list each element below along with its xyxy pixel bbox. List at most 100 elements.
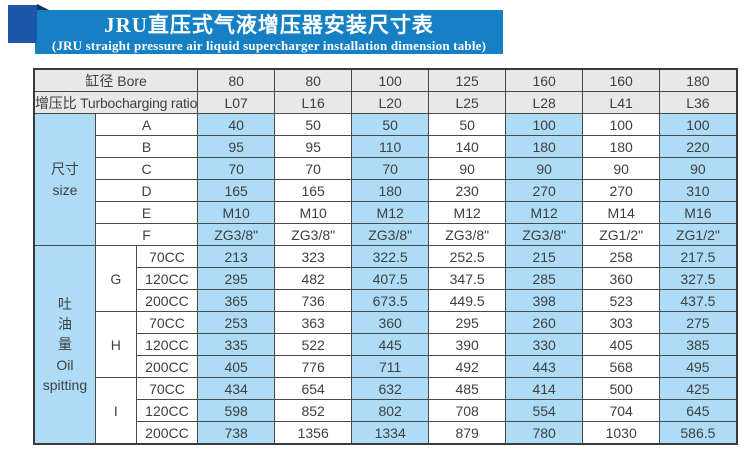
table-cell: 405 <box>582 333 661 356</box>
table-cell: 270 <box>505 179 584 202</box>
table-cell: 100 <box>505 113 584 136</box>
table-cell: 40 <box>197 113 276 136</box>
table-cell: 275 <box>659 311 738 334</box>
table-cell: 330 <box>505 333 584 356</box>
size-row-A: 尺寸 size A 40 50 50 50 100 100 100 <box>33 113 738 246</box>
table-cell: 220 <box>659 135 738 158</box>
page-subtitle: (JRU straight pressure air liquid superc… <box>51 38 487 53</box>
header-label: 缸径 Bore <box>33 68 199 92</box>
oil-group-zh-char: 量 <box>57 336 72 353</box>
table-cell: 654 <box>274 377 353 400</box>
table-cell: 95 <box>274 135 353 158</box>
row-label-C: C <box>94 157 199 180</box>
header-value: L20 <box>351 91 430 114</box>
size-row-D: D 165 165 180 230 270 270 310 <box>34 179 738 202</box>
table-cell: 310 <box>659 179 738 202</box>
table-cell: 285 <box>505 267 584 290</box>
table-cell: 180 <box>351 179 430 202</box>
header-value: L25 <box>428 91 507 114</box>
table-cell: 90 <box>505 157 584 180</box>
oil-group-zh-char: 油 <box>57 316 72 333</box>
header-value: L36 <box>659 91 738 114</box>
row-label-G: G <box>94 245 137 312</box>
oil-row-I-70CC: I 70CC 434 654 632 485 414 500 425 <box>34 377 738 445</box>
table-cell: 70 <box>274 157 353 180</box>
oil-row-I-200CC: 200CC 738 1356 1334 879 780 1030 586.5 <box>34 421 738 445</box>
cc-label: 70CC <box>135 377 199 400</box>
table-cell: M12 <box>505 201 584 224</box>
table-cell: 1030 <box>582 421 661 445</box>
size-row-E: E M10 M10 M12 M12 M12 M14 M16 <box>34 201 738 224</box>
table-cell: 390 <box>428 333 507 356</box>
header-value: L07 <box>197 91 276 114</box>
size-group-label: 尺寸 size <box>33 113 96 246</box>
row-label-H: H <box>94 311 137 378</box>
row-label-I: I <box>94 377 137 445</box>
table-cell: 879 <box>428 421 507 445</box>
table-cell: 327.5 <box>659 267 738 290</box>
table-cell: 213 <box>197 245 276 268</box>
oil-group-label: 吐油量 Oil spitting <box>33 245 96 445</box>
cc-label: 200CC <box>135 421 199 445</box>
table-cell: 100 <box>582 113 661 136</box>
table-cell: M12 <box>428 201 507 224</box>
oil-row-H-70CC: H 70CC 253 363 360 295 260 303 275 <box>34 311 738 378</box>
table-cell: 398 <box>505 289 584 312</box>
size-group-en: size <box>52 181 78 198</box>
table-cell: 253 <box>197 311 276 334</box>
oil-row-I-120CC: 120CC 598 852 802 708 554 704 645 <box>34 399 738 422</box>
oil-group-en-word: Oil <box>56 356 74 373</box>
cc-label: 120CC <box>135 333 199 356</box>
page-title: JRU直压式气液增压器安装尺寸表 <box>104 13 434 37</box>
table-cell: 90 <box>582 157 661 180</box>
table-cell: 711 <box>351 355 430 378</box>
oil-row-G-200CC: 200CC 365 736 673.5 449.5 398 523 437.5 <box>34 289 738 312</box>
table-cell: 360 <box>582 267 661 290</box>
table-cell: ZG3/8" <box>505 223 584 246</box>
size-row-F: F ZG3/8" ZG3/8" ZG3/8" ZG3/8" ZG3/8" ZG1/2" ZG1… <box>34 223 738 246</box>
table-cell: ZG3/8" <box>351 223 430 246</box>
table-cell: 492 <box>428 355 507 378</box>
table-cell: 140 <box>428 135 507 158</box>
table-cell: 802 <box>351 399 430 422</box>
table-cell: 632 <box>351 377 430 400</box>
table-cell: 335 <box>197 333 276 356</box>
table-cell: 414 <box>505 377 584 400</box>
table-cell: ZG3/8" <box>428 223 507 246</box>
table-cell: 482 <box>274 267 353 290</box>
cc-label: 70CC <box>135 245 199 268</box>
header-value: L28 <box>505 91 584 114</box>
header-value: L41 <box>582 91 661 114</box>
table-cell: 586.5 <box>659 421 738 445</box>
cc-label: 200CC <box>135 355 199 378</box>
size-group-zh: 尺寸 <box>50 161 79 178</box>
table-cell: 322.5 <box>351 245 430 268</box>
row-label-A: A <box>94 113 199 136</box>
table-cell: 180 <box>505 135 584 158</box>
table-cell: 437.5 <box>659 289 738 312</box>
oil-group-en-word: spitting <box>42 376 88 393</box>
cc-label: 120CC <box>135 399 199 422</box>
table-cell: 736 <box>274 289 353 312</box>
table-cell: 405 <box>197 355 276 378</box>
table-cell: 90 <box>428 157 507 180</box>
oil-row-H-120CC: 120CC 335 522 445 390 330 405 385 <box>34 333 738 356</box>
table-cell: 708 <box>428 399 507 422</box>
table-cell: 365 <box>197 289 276 312</box>
row-label-B: B <box>94 135 199 158</box>
table-cell: 215 <box>505 245 584 268</box>
row-label-E: E <box>94 201 199 224</box>
table-cell: 165 <box>274 179 353 202</box>
cc-label: 200CC <box>135 289 199 312</box>
table-cell: ZG3/8" <box>274 223 353 246</box>
size-row-C: C 70 70 70 90 90 90 90 <box>34 157 738 180</box>
table-cell: 568 <box>582 355 661 378</box>
table-cell: 230 <box>428 179 507 202</box>
table-cell: 598 <box>197 399 276 422</box>
row-label-D: D <box>94 179 199 202</box>
banner-fold <box>37 4 49 10</box>
dimension-table: 缸径 Bore 80 80 100 125 160 160 180 增压比 Turbocharg… <box>33 68 738 445</box>
table-cell: 385 <box>659 333 738 356</box>
table-cell: 1334 <box>351 421 430 445</box>
table-cell: 70 <box>351 157 430 180</box>
